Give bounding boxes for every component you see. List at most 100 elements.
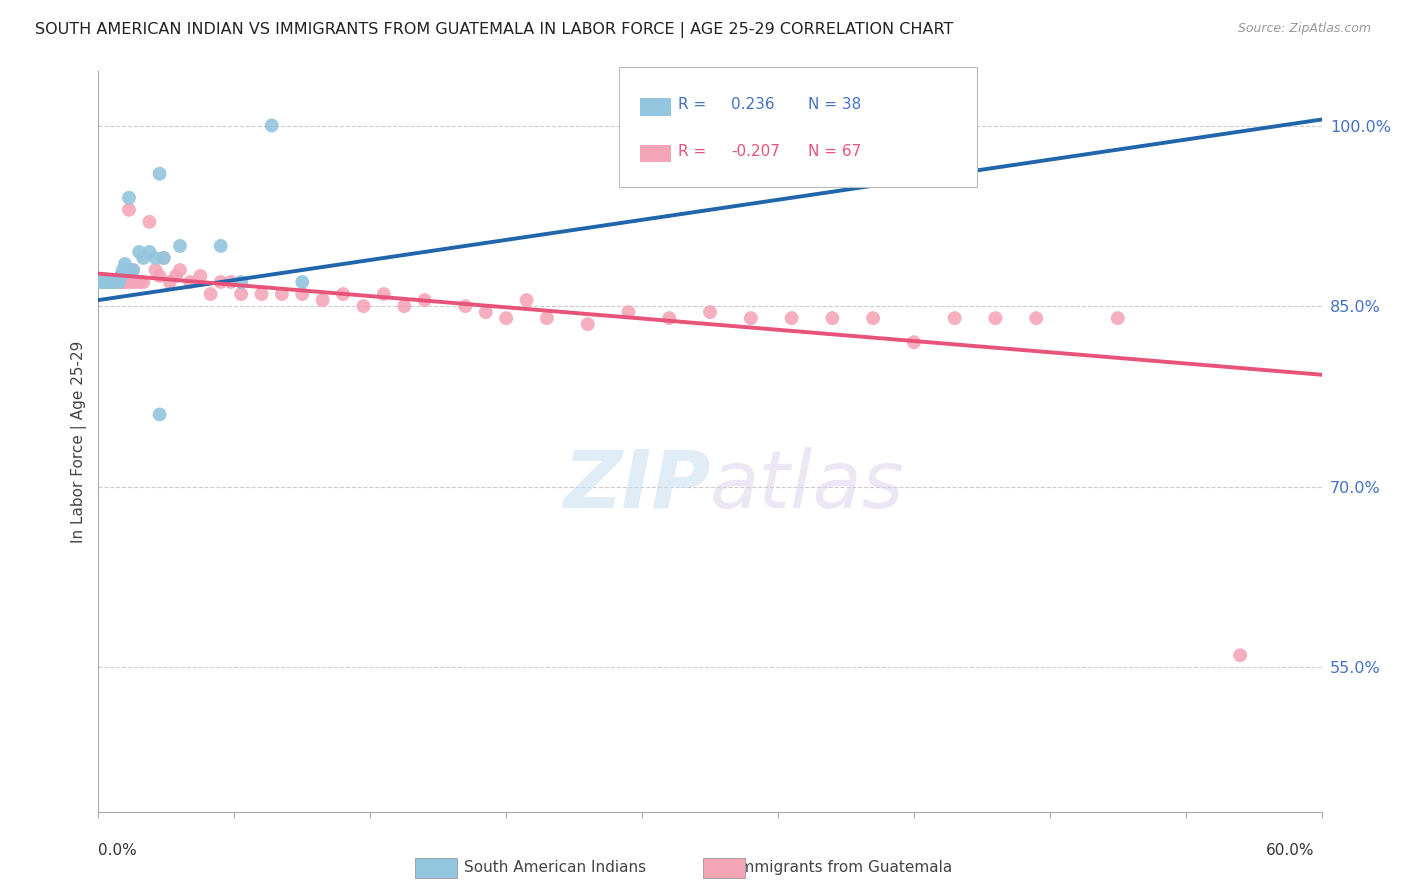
Point	[943, 311, 966, 326]
Point	[413, 293, 436, 307]
Text: atlas: atlas	[710, 447, 905, 525]
Point	[93, 275, 115, 289]
Point	[132, 275, 155, 289]
Point	[104, 275, 127, 289]
Point	[291, 275, 314, 289]
Point	[332, 287, 354, 301]
Point	[97, 275, 120, 289]
Point	[93, 275, 115, 289]
Point	[101, 275, 124, 289]
Point	[373, 287, 395, 301]
Point	[93, 275, 115, 289]
Point	[260, 119, 283, 133]
Text: Source: ZipAtlas.com: Source: ZipAtlas.com	[1237, 22, 1371, 36]
Point	[392, 299, 416, 313]
Point	[984, 311, 1007, 326]
Point	[495, 311, 517, 326]
Point	[93, 275, 115, 289]
Point	[91, 275, 114, 289]
Point	[312, 293, 335, 307]
Point	[138, 215, 160, 229]
Text: SOUTH AMERICAN INDIAN VS IMMIGRANTS FROM GUATEMALA IN LABOR FORCE | AGE 25-29 CO: SOUTH AMERICAN INDIAN VS IMMIGRANTS FROM…	[35, 22, 953, 38]
Point	[104, 275, 127, 289]
Point	[111, 263, 134, 277]
Point	[474, 305, 498, 319]
Point	[862, 311, 884, 326]
Point	[352, 299, 374, 313]
Point	[97, 275, 120, 289]
Point	[114, 275, 136, 289]
Point	[96, 275, 118, 289]
Point	[105, 275, 128, 289]
Point	[821, 311, 844, 326]
Point	[219, 275, 242, 289]
Point	[128, 275, 150, 289]
Point	[91, 275, 114, 289]
Point	[576, 317, 599, 331]
Point	[1025, 311, 1047, 326]
Point	[96, 275, 118, 289]
Point	[740, 311, 762, 326]
Point	[454, 299, 477, 313]
Point	[209, 239, 232, 253]
Point	[118, 263, 141, 277]
Point	[120, 275, 142, 289]
Point	[104, 275, 127, 289]
Point	[165, 268, 187, 283]
Point	[100, 275, 122, 289]
Point	[118, 202, 141, 217]
Point	[124, 275, 146, 289]
Text: Immigrants from Guatemala: Immigrants from Guatemala	[735, 860, 952, 874]
Point	[699, 305, 721, 319]
Point	[536, 311, 558, 326]
Point	[250, 287, 273, 301]
Point	[138, 244, 160, 259]
Point	[108, 275, 131, 289]
Point	[96, 275, 118, 289]
Point	[145, 263, 167, 277]
Point	[231, 275, 253, 289]
Text: -0.207: -0.207	[731, 145, 780, 159]
Point	[291, 287, 314, 301]
Point	[91, 275, 114, 289]
Point	[152, 251, 174, 265]
Point	[101, 275, 124, 289]
Point	[118, 191, 141, 205]
Point	[1229, 648, 1251, 663]
Point	[149, 408, 172, 422]
Text: N = 38: N = 38	[808, 97, 862, 112]
Text: 0.236: 0.236	[731, 97, 775, 112]
Point	[105, 275, 128, 289]
Point	[108, 275, 131, 289]
Text: R =: R =	[678, 97, 716, 112]
Point	[111, 275, 134, 289]
Y-axis label: In Labor Force | Age 25-29: In Labor Force | Age 25-29	[72, 341, 87, 542]
Point	[617, 305, 640, 319]
Point	[179, 275, 201, 289]
Point	[89, 275, 111, 289]
Point	[200, 287, 222, 301]
Point	[110, 275, 132, 289]
Point	[108, 275, 131, 289]
Text: R =: R =	[678, 145, 711, 159]
Text: 0.0%: 0.0%	[98, 843, 138, 858]
Point	[903, 335, 925, 350]
Text: 60.0%: 60.0%	[1267, 843, 1315, 858]
Point	[658, 311, 681, 326]
Point	[110, 268, 132, 283]
Point	[104, 275, 127, 289]
Point	[114, 257, 136, 271]
Point	[100, 275, 122, 289]
Point	[101, 275, 124, 289]
Point	[145, 251, 167, 265]
Point	[122, 263, 145, 277]
Point	[115, 275, 138, 289]
Point	[1107, 311, 1129, 326]
Point	[270, 287, 294, 301]
Point	[91, 275, 114, 289]
Point	[101, 275, 124, 289]
Point	[122, 263, 145, 277]
Point	[149, 268, 172, 283]
Point	[100, 275, 122, 289]
Point	[97, 275, 120, 289]
